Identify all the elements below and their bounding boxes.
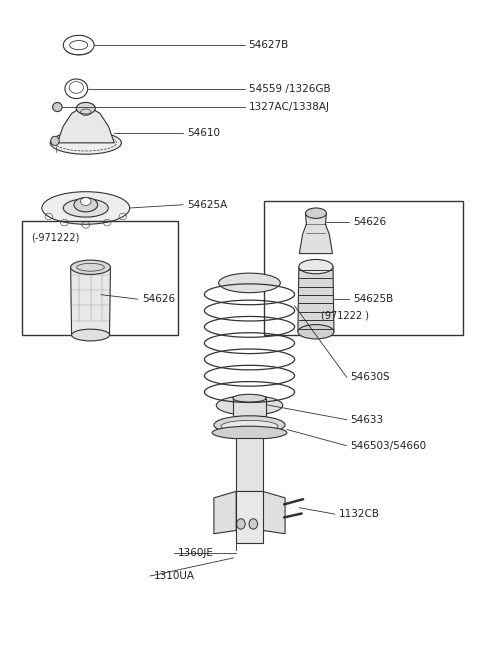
Ellipse shape [74, 198, 97, 212]
Ellipse shape [305, 208, 326, 218]
Polygon shape [236, 491, 263, 543]
Text: 546503/54660: 546503/54660 [350, 441, 427, 451]
Ellipse shape [42, 192, 130, 224]
Text: (-971222): (-971222) [31, 233, 80, 242]
Polygon shape [236, 438, 263, 491]
Text: 54626: 54626 [142, 294, 175, 304]
Ellipse shape [249, 519, 258, 529]
Text: 1327AC/1338AJ: 1327AC/1338AJ [249, 102, 330, 112]
Text: 1360JE: 1360JE [178, 548, 213, 558]
Text: 54625A: 54625A [187, 200, 227, 210]
Ellipse shape [233, 394, 266, 402]
Text: 54559 /1326GB: 54559 /1326GB [249, 84, 330, 94]
Text: 54626: 54626 [353, 217, 386, 227]
Polygon shape [300, 213, 333, 254]
Ellipse shape [72, 329, 109, 341]
Ellipse shape [71, 260, 110, 275]
Ellipse shape [51, 136, 59, 145]
Ellipse shape [237, 519, 245, 529]
Ellipse shape [214, 416, 285, 434]
Text: (971222 ): (971222 ) [321, 311, 369, 321]
Ellipse shape [53, 102, 62, 112]
Text: 54610: 54610 [187, 128, 220, 138]
Ellipse shape [76, 102, 96, 114]
Polygon shape [233, 398, 266, 417]
Ellipse shape [81, 198, 91, 206]
Text: 1310UA: 1310UA [154, 571, 195, 581]
Ellipse shape [212, 426, 287, 440]
Ellipse shape [216, 396, 283, 415]
Ellipse shape [221, 420, 278, 432]
Polygon shape [71, 267, 110, 335]
Polygon shape [239, 410, 260, 420]
Text: 54633: 54633 [350, 415, 384, 424]
Text: 54625B: 54625B [353, 294, 393, 304]
Polygon shape [214, 491, 236, 533]
Ellipse shape [219, 273, 280, 292]
Ellipse shape [63, 199, 108, 217]
Polygon shape [298, 267, 334, 332]
Ellipse shape [50, 131, 121, 154]
Text: 54627B: 54627B [249, 40, 289, 50]
Polygon shape [57, 107, 114, 143]
Text: 54630S: 54630S [350, 373, 390, 382]
Polygon shape [263, 491, 285, 533]
Ellipse shape [299, 260, 333, 274]
Text: 1132CB: 1132CB [339, 509, 380, 519]
Ellipse shape [298, 325, 334, 339]
